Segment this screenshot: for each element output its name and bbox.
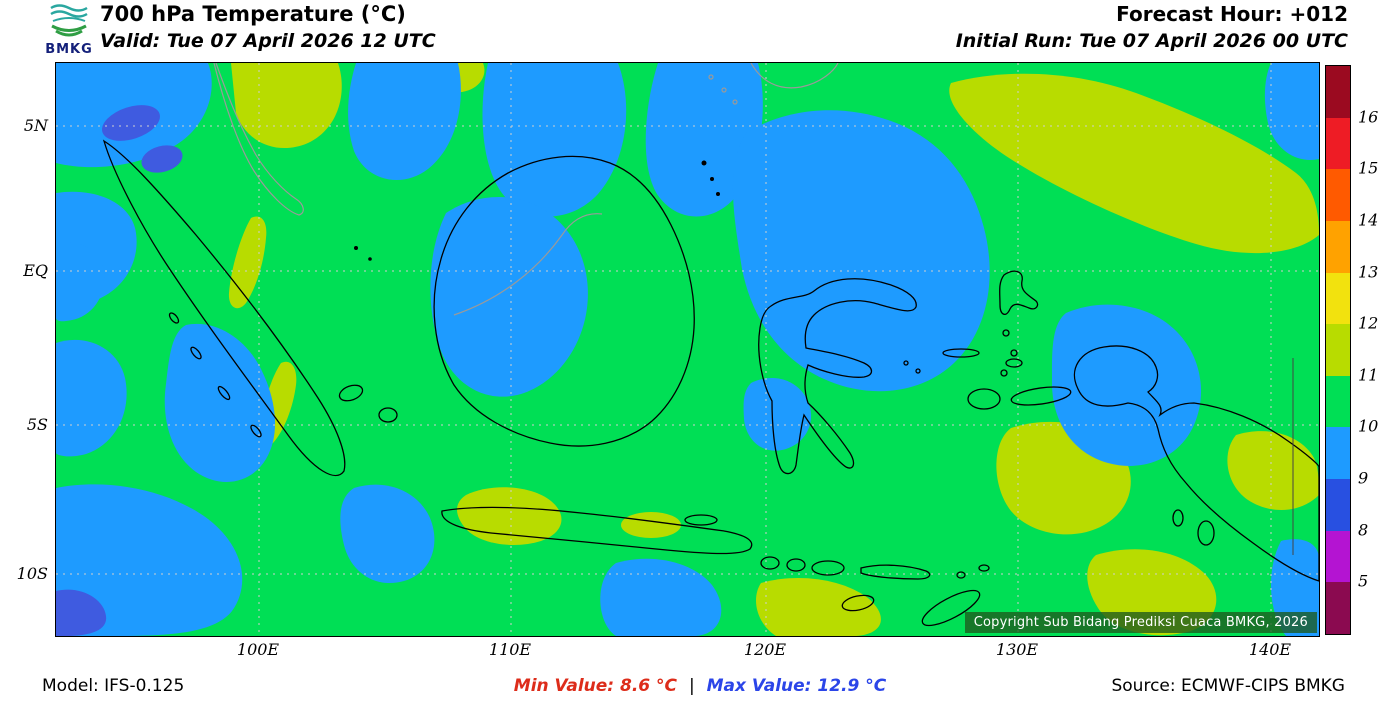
grid-lines: [56, 63, 1319, 636]
minmax-values: Min Value: 8.6 °C | Max Value: 12.9 °C: [514, 676, 886, 696]
colorbar-label: 5: [1358, 571, 1369, 591]
temp-fill-blue: [56, 63, 1319, 636]
source-label: Source: ECMWF-CIPS BMKG: [1111, 676, 1345, 696]
map-frame: Copyright Sub Bidang Prediksi Cuaca BMKG…: [55, 62, 1320, 637]
colorbar-segment: [1326, 66, 1350, 118]
lat-label-10s: 10S: [16, 564, 48, 583]
colorbar-segment: [1326, 530, 1350, 583]
lon-label-120e: 120E: [743, 640, 787, 659]
colorbar-segment: [1326, 272, 1350, 325]
lon-label-130e: 130E: [995, 640, 1039, 659]
minmax-separator: |: [688, 676, 695, 696]
colorbar-segment: [1326, 375, 1350, 428]
initial-run: Initial Run: Tue 07 April 2026 00 UTC: [955, 30, 1348, 52]
model-label: Model: IFS-0.125: [42, 676, 185, 696]
colorbar-segment: [1326, 169, 1350, 221]
colorbar: [1325, 65, 1351, 635]
colorbar-labels: 16 15 14 13 12 11 10 9 8 5: [1358, 65, 1394, 633]
min-value: Min Value: 8.6 °C: [513, 676, 678, 696]
colorbar-label: 9: [1358, 468, 1369, 488]
lon-label-140e: 140E: [1248, 640, 1292, 659]
colorbar-label: 12: [1358, 313, 1379, 333]
colorbar-segment: [1326, 582, 1350, 635]
colorbar-label: 11: [1358, 365, 1379, 385]
colorbar-segment: [1326, 324, 1350, 376]
lon-label-100e: 100E: [236, 640, 280, 659]
colorbar-label: 8: [1358, 520, 1369, 540]
indonesia-coastlines: [102, 139, 1319, 627]
temp-fill-dark-blue: [56, 105, 183, 636]
colorbar-label: 15: [1358, 158, 1379, 178]
small-islands: [354, 160, 720, 261]
lat-label-5s: 5S: [26, 415, 48, 434]
lat-label-5n: 5N: [23, 116, 48, 135]
max-value: Max Value: 12.9 °C: [706, 676, 887, 696]
copyright-overlay: Copyright Sub Bidang Prediksi Cuaca BMKG…: [964, 612, 1317, 633]
colorbar-label: 10: [1358, 416, 1379, 436]
valid-time: Valid: Tue 07 April 2026 12 UTC: [100, 30, 436, 52]
bmkg-logo-text: BMKG: [45, 42, 93, 57]
page-title: 700 hPa Temperature (°C): [100, 2, 406, 26]
colorbar-label: 13: [1358, 262, 1379, 282]
colorbar-segment: [1326, 220, 1350, 273]
foreign-coastlines: [213, 63, 839, 316]
colorbar-segment: [1326, 479, 1350, 531]
colorbar-segment: [1326, 117, 1350, 170]
bmkg-logo-icon: [50, 4, 88, 37]
colorbar-segment: [1326, 427, 1350, 480]
forecast-hour: Forecast Hour: +012: [1116, 2, 1348, 26]
colorbar-label: 16: [1358, 107, 1379, 127]
colorbar-label: 14: [1358, 210, 1379, 230]
weather-map: [56, 63, 1319, 636]
lon-label-110e: 110E: [488, 640, 532, 659]
lat-label-eq: EQ: [23, 261, 48, 280]
bmkg-logo: BMKG: [40, 1, 98, 57]
